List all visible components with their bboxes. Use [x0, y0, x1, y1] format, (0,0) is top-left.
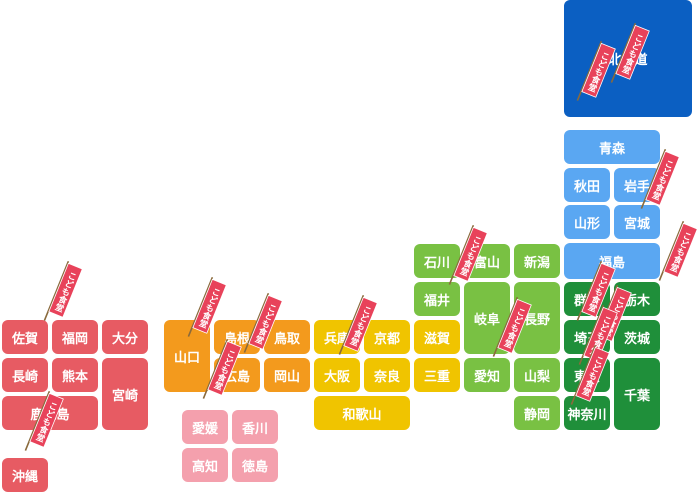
pref-hyogo[interactable]: 兵庫: [314, 320, 360, 354]
pref-mie[interactable]: 三重: [414, 358, 460, 392]
pref-kochi[interactable]: 高知: [182, 448, 228, 482]
pref-shizuoka[interactable]: 静岡: [514, 396, 560, 430]
pref-chiba[interactable]: 千葉: [614, 358, 660, 430]
pref-tokyo[interactable]: 東京: [564, 358, 610, 392]
pref-miyazaki[interactable]: 宮崎: [102, 358, 148, 430]
pref-okinawa[interactable]: 沖縄: [2, 458, 48, 492]
pref-saitama[interactable]: 埼玉: [564, 320, 610, 354]
pref-ishikawa[interactable]: 石川: [414, 244, 460, 278]
pref-okayama[interactable]: 岡山: [264, 358, 310, 392]
pref-yamaguchi[interactable]: 山口: [164, 320, 210, 392]
svg-text:こども食堂: こども食堂: [52, 270, 78, 314]
pref-kagoshima[interactable]: 鹿児島: [2, 396, 98, 430]
pref-iwate[interactable]: 岩手: [614, 168, 660, 202]
pref-miyagi[interactable]: 宮城: [614, 205, 660, 239]
banner-flag-icon: こども食堂: [658, 220, 697, 287]
pref-kyoto[interactable]: 京都: [364, 320, 410, 354]
pref-saga[interactable]: 佐賀: [2, 320, 48, 354]
pref-nagasaki[interactable]: 長崎: [2, 358, 48, 392]
pref-fukuoka[interactable]: 福岡: [52, 320, 98, 354]
pref-shiga[interactable]: 滋賀: [414, 320, 460, 354]
pref-akita[interactable]: 秋田: [564, 168, 610, 202]
pref-gunma[interactable]: 群馬: [564, 282, 610, 316]
pref-shimane[interactable]: 島根: [214, 320, 260, 354]
pref-yamanashi[interactable]: 山梨: [514, 358, 560, 392]
pref-nagano[interactable]: 長野: [514, 282, 560, 354]
pref-gifu[interactable]: 岐阜: [464, 282, 510, 354]
pref-fukui[interactable]: 福井: [414, 282, 460, 316]
pref-tochigi[interactable]: 栃木: [614, 282, 660, 316]
pref-hokkaido[interactable]: 北海道: [564, 0, 692, 117]
pref-fukushima[interactable]: 福島: [564, 243, 660, 279]
pref-kagawa[interactable]: 香川: [232, 410, 278, 444]
pref-aichi[interactable]: 愛知: [464, 358, 510, 392]
pref-wakayama[interactable]: 和歌山: [314, 396, 410, 430]
pref-tottori[interactable]: 鳥取: [264, 320, 310, 354]
pref-tokushima[interactable]: 徳島: [232, 448, 278, 482]
pref-aomori[interactable]: 青森: [564, 130, 660, 164]
pref-kanagawa[interactable]: 神奈川: [564, 396, 610, 430]
pref-nara[interactable]: 奈良: [364, 358, 410, 392]
pref-ibaraki[interactable]: 茨城: [614, 320, 660, 354]
pref-kumamoto[interactable]: 熊本: [52, 358, 98, 392]
pref-yamagata[interactable]: 山形: [564, 205, 610, 239]
banner-flag-icon: こども食堂: [43, 260, 85, 327]
pref-osaka[interactable]: 大阪: [314, 358, 360, 392]
pref-ehime[interactable]: 愛媛: [182, 410, 228, 444]
pref-niigata[interactable]: 新潟: [514, 244, 560, 278]
svg-text:こども食堂: こども食堂: [667, 230, 693, 274]
pref-toyama[interactable]: 富山: [464, 244, 510, 278]
pref-hiroshima[interactable]: 広島: [214, 358, 260, 392]
pref-oita[interactable]: 大分: [102, 320, 148, 354]
